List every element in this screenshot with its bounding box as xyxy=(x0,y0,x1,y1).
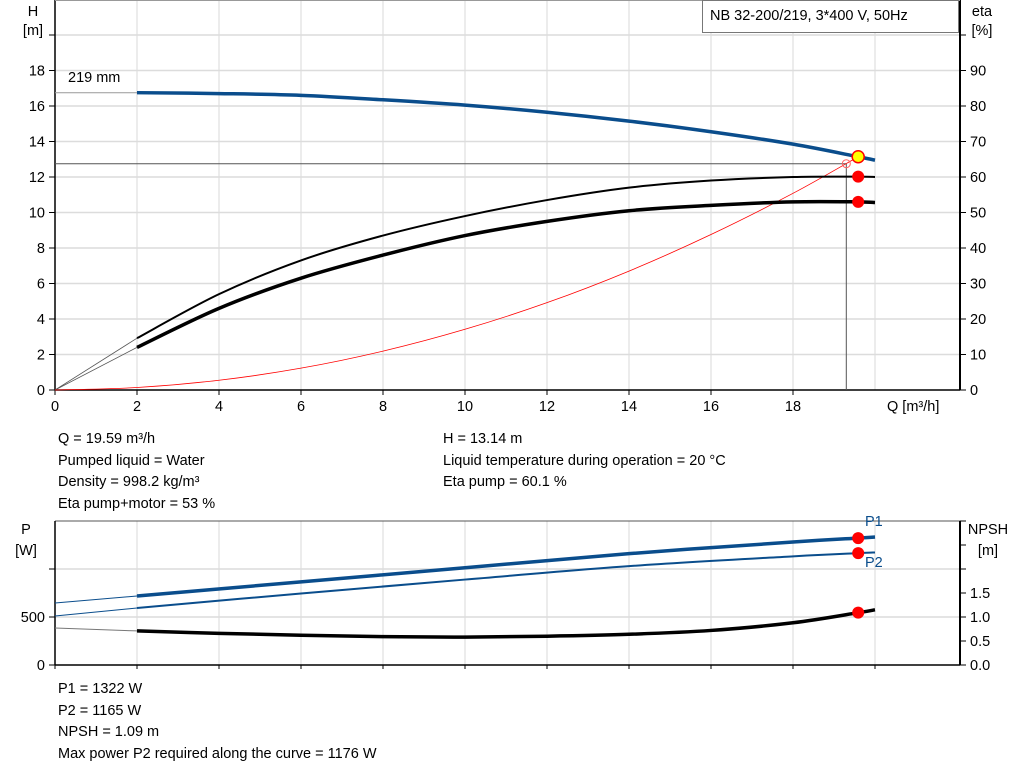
y2-tick-label: 40 xyxy=(970,241,986,257)
y-tick-label: 0 xyxy=(37,383,45,399)
info-eta-pump: Eta pump = 60.1 % xyxy=(443,474,567,490)
head-curve xyxy=(136,90,876,162)
x-axis-label: Q [m³/h] xyxy=(887,399,939,415)
x-tick-label: 0 xyxy=(51,399,59,415)
eta-total-extrapolation xyxy=(54,347,138,391)
info-p2: P2 = 1165 W xyxy=(58,702,142,719)
y-tick-label: 14 xyxy=(29,135,45,151)
system-curve xyxy=(54,156,859,391)
p1-curve xyxy=(136,535,876,598)
reference-point-marker xyxy=(841,159,851,169)
y-axis-label-name: P xyxy=(21,522,31,538)
y2-tick-label: 70 xyxy=(970,135,986,151)
y-tick-label: 500 xyxy=(21,610,45,626)
info-top-left: Q = 19.59 m³/h Pumped liquid = Water Den… xyxy=(58,429,215,515)
p2-curve xyxy=(136,551,876,609)
x-tick-label: 4 xyxy=(215,399,223,415)
y2-tick-label: 20 xyxy=(970,312,986,328)
operating-point-p2-marker xyxy=(852,547,865,560)
y2-axis-label-unit: [%] xyxy=(972,23,993,39)
y-axis-label-name: H xyxy=(28,4,38,20)
info-bottom: P1 = 1322 W P2 = 1165 W NPSH = 1.09 m Ma… xyxy=(58,679,377,765)
y-tick-label: 8 xyxy=(37,241,45,257)
y-tick-label: 4 xyxy=(37,312,45,328)
y2-tick-label: 0 xyxy=(970,383,978,399)
p2-series-label: P2 xyxy=(865,555,883,571)
y-tick-label: 18 xyxy=(29,64,45,80)
operating-point-npsh-marker xyxy=(852,606,865,619)
chart-title: NB 32-200/219, 3*400 V, 50Hz xyxy=(710,8,908,24)
operating-point-eta-total-marker xyxy=(852,195,865,208)
eta-pump-motor-curve xyxy=(136,199,876,349)
y-tick-label: 10 xyxy=(29,206,45,222)
p1-series-label: P1 xyxy=(865,514,883,530)
x-tick-label: 10 xyxy=(457,399,473,415)
y2-tick-label: 1.0 xyxy=(970,610,990,626)
p1-extrapolation xyxy=(54,595,138,604)
y-tick-label: 2 xyxy=(37,348,45,364)
x-tick-label: 18 xyxy=(785,399,801,415)
p2-extrapolation xyxy=(54,607,138,617)
y2-tick-label: 10 xyxy=(970,348,986,364)
x-tick-label: 6 xyxy=(297,399,305,415)
y2-axis-label-name: eta xyxy=(972,4,993,20)
info-top-right: H = 13.14 m Liquid temperature during op… xyxy=(443,429,726,494)
info-flow: Q = 19.59 m³/h xyxy=(58,431,156,447)
info-temperature: Liquid temperature during operation = 20… xyxy=(443,452,726,469)
info-p1: P1 = 1322 W xyxy=(58,681,143,697)
y-axis-label-unit: [W] xyxy=(15,543,37,559)
y2-axis-label-name: NPSH xyxy=(968,522,1008,538)
y2-tick-label: 90 xyxy=(970,64,986,80)
npsh-curve xyxy=(136,608,876,639)
y-tick-label: 6 xyxy=(37,277,45,293)
y2-tick-label: 0.5 xyxy=(970,634,990,650)
x-tick-label: 2 xyxy=(133,399,141,415)
x-tick-label: 16 xyxy=(703,399,719,415)
info-head: H = 13.14 m xyxy=(443,431,523,447)
y2-axis-label-unit: [m] xyxy=(978,543,998,559)
y-tick-label: 16 xyxy=(29,99,45,115)
operating-point-eta-pump-marker xyxy=(852,170,865,183)
y2-tick-label: 30 xyxy=(970,277,986,293)
y2-tick-label: 50 xyxy=(970,206,986,222)
info-eta-total: Eta pump+motor = 53 % xyxy=(58,495,216,512)
x-tick-label: 14 xyxy=(621,399,637,415)
info-npsh: NPSH = 1.09 m xyxy=(58,724,160,740)
operating-point-p1-marker xyxy=(852,532,865,545)
info-liquid: Pumped liquid = Water xyxy=(58,452,205,469)
x-tick-label: 8 xyxy=(379,399,387,415)
y2-tick-label: 60 xyxy=(970,170,986,186)
eta-pump-curve xyxy=(136,175,876,340)
y2-tick-label: 1.5 xyxy=(970,586,990,602)
eta-pump-extrapolation xyxy=(54,337,138,391)
info-max-power: Max power P2 required along the curve = … xyxy=(58,745,377,762)
y-axis-label-unit: [m] xyxy=(23,23,43,39)
y-tick-label: 12 xyxy=(29,170,45,186)
npsh-extrapolation xyxy=(54,627,138,632)
title-box xyxy=(702,0,959,33)
info-density: Density = 998.2 kg/m³ xyxy=(58,474,200,490)
y-tick-label: 0 xyxy=(37,658,45,674)
x-tick-label: 12 xyxy=(539,399,555,415)
y2-tick-label: 80 xyxy=(970,99,986,115)
operating-point-head-marker xyxy=(851,150,865,164)
y2-tick-label: 0.0 xyxy=(970,658,990,674)
curve-label: 219 mm xyxy=(68,70,120,86)
